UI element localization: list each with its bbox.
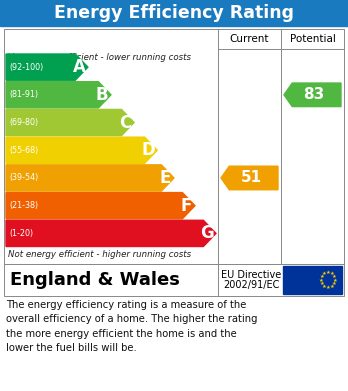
Bar [283, 266, 342, 294]
Text: ★: ★ [318, 278, 323, 283]
Polygon shape [221, 166, 278, 190]
Text: ★: ★ [319, 274, 324, 279]
Polygon shape [6, 82, 111, 108]
Text: (1-20): (1-20) [9, 229, 33, 238]
Text: 51: 51 [240, 170, 262, 185]
Text: ★: ★ [332, 281, 337, 286]
Polygon shape [284, 83, 341, 107]
Text: Potential: Potential [290, 34, 335, 44]
Text: ★: ★ [322, 284, 327, 289]
Text: (21-38): (21-38) [9, 201, 38, 210]
Text: (39-54): (39-54) [9, 174, 38, 183]
Bar [4, 29, 344, 264]
Text: A: A [73, 58, 86, 76]
Text: B: B [96, 86, 109, 104]
Text: (69-80): (69-80) [9, 118, 38, 127]
Text: 2002/91/EC: 2002/91/EC [223, 280, 280, 290]
Text: ★: ★ [322, 271, 327, 276]
Text: (92-100): (92-100) [9, 63, 43, 72]
Polygon shape [6, 165, 174, 191]
Bar [0, 0, 348, 26]
Text: ★: ★ [319, 281, 324, 286]
Text: ★: ★ [329, 271, 334, 276]
Text: Not energy efficient - higher running costs: Not energy efficient - higher running co… [8, 250, 191, 259]
Text: C: C [119, 113, 132, 131]
Text: D: D [142, 141, 155, 159]
Text: The energy efficiency rating is a measure of the
overall efficiency of a home. T: The energy efficiency rating is a measur… [6, 300, 258, 353]
Text: (81-91): (81-91) [9, 90, 38, 99]
Text: (55-68): (55-68) [9, 146, 38, 155]
Polygon shape [6, 137, 157, 163]
Text: G: G [200, 224, 214, 242]
Bar [4, 264, 344, 296]
Text: ★: ★ [326, 270, 330, 275]
Text: 83: 83 [303, 87, 325, 102]
Polygon shape [6, 193, 195, 219]
Text: Current: Current [230, 34, 269, 44]
Text: England & Wales: England & Wales [10, 271, 180, 289]
Text: ★: ★ [326, 285, 330, 290]
Text: Energy Efficiency Rating: Energy Efficiency Rating [54, 4, 294, 22]
Text: ★: ★ [333, 278, 338, 283]
Text: ★: ★ [332, 274, 337, 279]
Text: ★: ★ [329, 284, 334, 289]
Text: EU Directive: EU Directive [221, 271, 282, 280]
Polygon shape [6, 109, 134, 136]
Polygon shape [6, 54, 88, 80]
Text: E: E [159, 169, 171, 187]
Text: F: F [181, 197, 192, 215]
Text: Very energy efficient - lower running costs: Very energy efficient - lower running co… [8, 53, 191, 62]
Polygon shape [6, 220, 216, 246]
